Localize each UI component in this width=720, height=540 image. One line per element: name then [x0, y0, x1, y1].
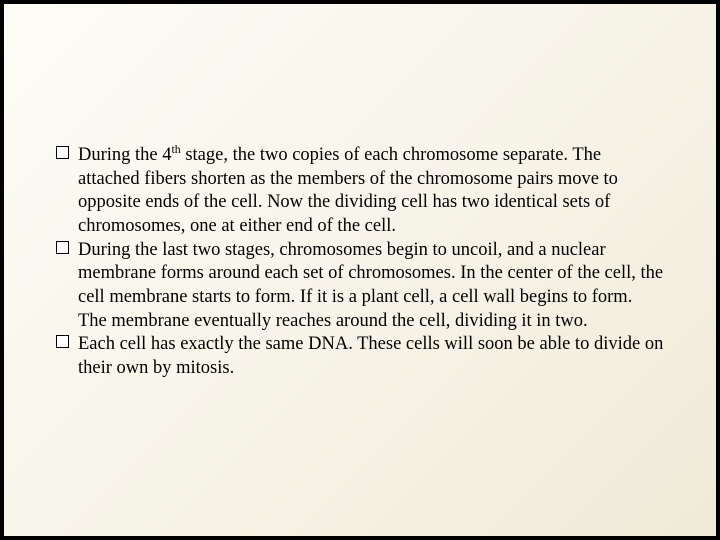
paragraph-3-text: Each cell has exactly the same DNA. Thes…: [78, 334, 663, 378]
paragraph-1-prefix: During the 4: [78, 145, 172, 165]
paragraph-2-text: During the last two stages, chromosomes …: [78, 240, 663, 331]
slide: During the 4th stage, the two copies of …: [4, 4, 716, 536]
paragraph-3: Each cell has exactly the same DNA. Thes…: [56, 333, 664, 380]
slide-content: During the 4th stage, the two copies of …: [56, 144, 664, 381]
paragraph-1: During the 4th stage, the two copies of …: [56, 144, 664, 239]
bullet-square-icon: [56, 241, 69, 254]
paragraph-2: During the last two stages, chromosomes …: [56, 239, 664, 334]
bullet-square-icon: [56, 146, 69, 159]
bullet-square-icon: [56, 335, 69, 348]
paragraph-1-sup: th: [172, 142, 181, 156]
